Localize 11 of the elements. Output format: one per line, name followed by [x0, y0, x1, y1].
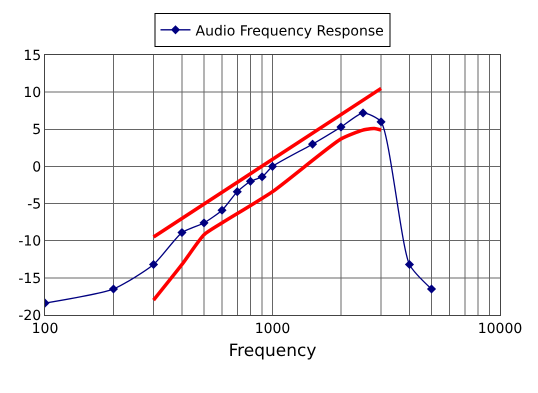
- y-tick-label: 10: [23, 85, 42, 102]
- y-tick-label: -10: [18, 234, 42, 250]
- y-tick-label: 15: [23, 48, 42, 64]
- x-tick-label: 10000: [478, 320, 522, 337]
- y-tick-label: 0: [32, 159, 42, 176]
- y-tick-label: -5: [27, 196, 42, 212]
- legend-label: Audio Frequency Response: [196, 23, 384, 40]
- y-tick-label: -15: [18, 270, 42, 287]
- x-tick-label: 1000: [254, 320, 290, 337]
- y-tick-label: 5: [32, 122, 42, 138]
- x-axis-title: Frequency: [228, 341, 316, 362]
